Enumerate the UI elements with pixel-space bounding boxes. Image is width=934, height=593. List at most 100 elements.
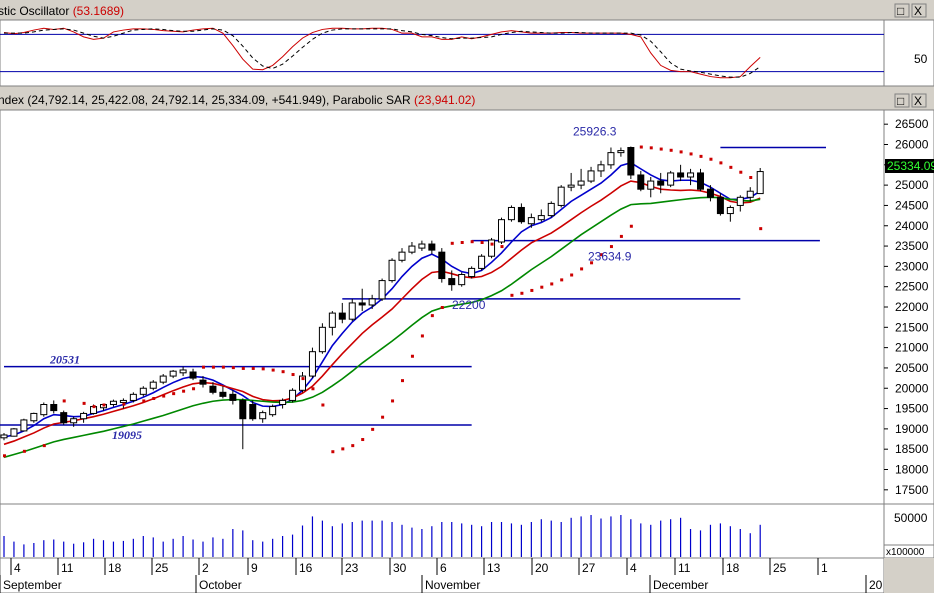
candle (328, 311, 336, 336)
candle-body-up (318, 326, 326, 353)
price-ytick-label: 21000 (895, 341, 929, 355)
sar-dot (580, 267, 584, 271)
candle-body-up (667, 172, 675, 186)
candle-body-down (716, 196, 724, 215)
stoch-close-button[interactable] (911, 3, 927, 18)
price-ytick-label: 25000 (895, 178, 929, 192)
price-ytick-label: 19500 (895, 402, 929, 416)
sar-dot (470, 240, 474, 244)
candle-body-up (20, 419, 28, 432)
price-ytick-label: 18000 (895, 463, 929, 477)
candle (557, 185, 565, 208)
candle-body-up (30, 412, 38, 422)
sar-dot (629, 224, 633, 228)
sar-dot (251, 366, 255, 370)
candle (418, 240, 426, 251)
sar-dot (649, 146, 653, 150)
candle (677, 164, 685, 182)
candle-body-up (408, 245, 416, 253)
candle (239, 398, 247, 450)
candle (368, 294, 376, 310)
sar-dot (341, 447, 345, 451)
candle (428, 240, 436, 255)
candle-body-up (289, 389, 297, 401)
candle-body-up (269, 406, 277, 416)
x-month-label: December (653, 578, 708, 592)
last-price-marker: 25334.09 (885, 159, 934, 173)
x-axis-corner (884, 558, 934, 593)
candle (289, 388, 297, 403)
candle-body-down (438, 251, 446, 280)
candle-body-down (677, 172, 685, 178)
candle (129, 392, 137, 403)
candle-body-down (209, 385, 217, 393)
sar-dot (450, 241, 454, 245)
price-ytick-label: 23500 (895, 239, 929, 253)
candle (408, 242, 416, 255)
price-ytick-label: 22500 (895, 280, 929, 294)
candle-body-up (418, 243, 426, 249)
candle (547, 201, 555, 218)
price-ytick-label: 22000 (895, 300, 929, 314)
sar-dot (530, 288, 534, 292)
volume-ytick-50000: 50000 (894, 511, 928, 525)
price-maximize-button[interactable] (894, 93, 910, 108)
sar-dot (291, 373, 295, 377)
stoch-maximize-button[interactable] (894, 3, 910, 18)
candle (726, 205, 734, 222)
candle-body-up (169, 370, 177, 377)
x-day-label: 16 (299, 561, 313, 575)
candle-body-up (398, 251, 406, 261)
sar-dot (729, 165, 733, 169)
x-day-label: 2 (202, 561, 209, 575)
candle (527, 213, 535, 228)
candle (667, 170, 675, 188)
price-close-button[interactable] (911, 93, 927, 108)
stoch-title-value: (53.1689) (73, 4, 124, 18)
sar-dot (321, 403, 325, 407)
price-ytick-label: 20500 (895, 361, 929, 375)
candle-body-down (517, 206, 525, 223)
sar-dot (172, 392, 176, 396)
candle-body-up (577, 180, 585, 186)
candle (179, 366, 187, 377)
sar-dot (401, 379, 404, 383)
price-titlebar (0, 90, 934, 110)
sar-dot (351, 444, 355, 448)
candle-body-up (159, 375, 167, 383)
sar-dot (699, 154, 703, 158)
candle (50, 400, 58, 414)
candle (627, 146, 635, 180)
candle-body-up (617, 150, 625, 154)
x-day-label: 20 (535, 561, 549, 575)
candle-body-up (478, 255, 486, 269)
candle-body-up (139, 387, 147, 395)
candle (318, 323, 326, 354)
candle-body-up (547, 202, 555, 217)
candle (358, 288, 366, 312)
candle (70, 416, 78, 427)
x-day-label: 30 (393, 561, 407, 575)
candle (458, 272, 466, 287)
sar-dot (490, 242, 494, 246)
candle-body-down (249, 404, 257, 420)
annotation-label-23634.9: 23634.9 (588, 250, 632, 264)
sar-dot (619, 234, 623, 238)
x-day-label: 4 (630, 561, 637, 575)
candle-body-up (10, 428, 18, 437)
sar-dot (709, 157, 713, 161)
candle (488, 237, 496, 259)
sar-dot (361, 438, 365, 442)
last-price-box (885, 159, 934, 173)
sar-dot (271, 368, 275, 372)
x-day-label: 11 (678, 561, 691, 575)
candle-body-down (229, 393, 237, 401)
candle-body-up (308, 351, 316, 377)
sar-dot (669, 148, 673, 152)
candle-body-up (179, 369, 187, 374)
candle (507, 205, 515, 222)
candle (637, 170, 645, 192)
sar-dot (82, 401, 86, 405)
sar-dot (221, 365, 225, 369)
